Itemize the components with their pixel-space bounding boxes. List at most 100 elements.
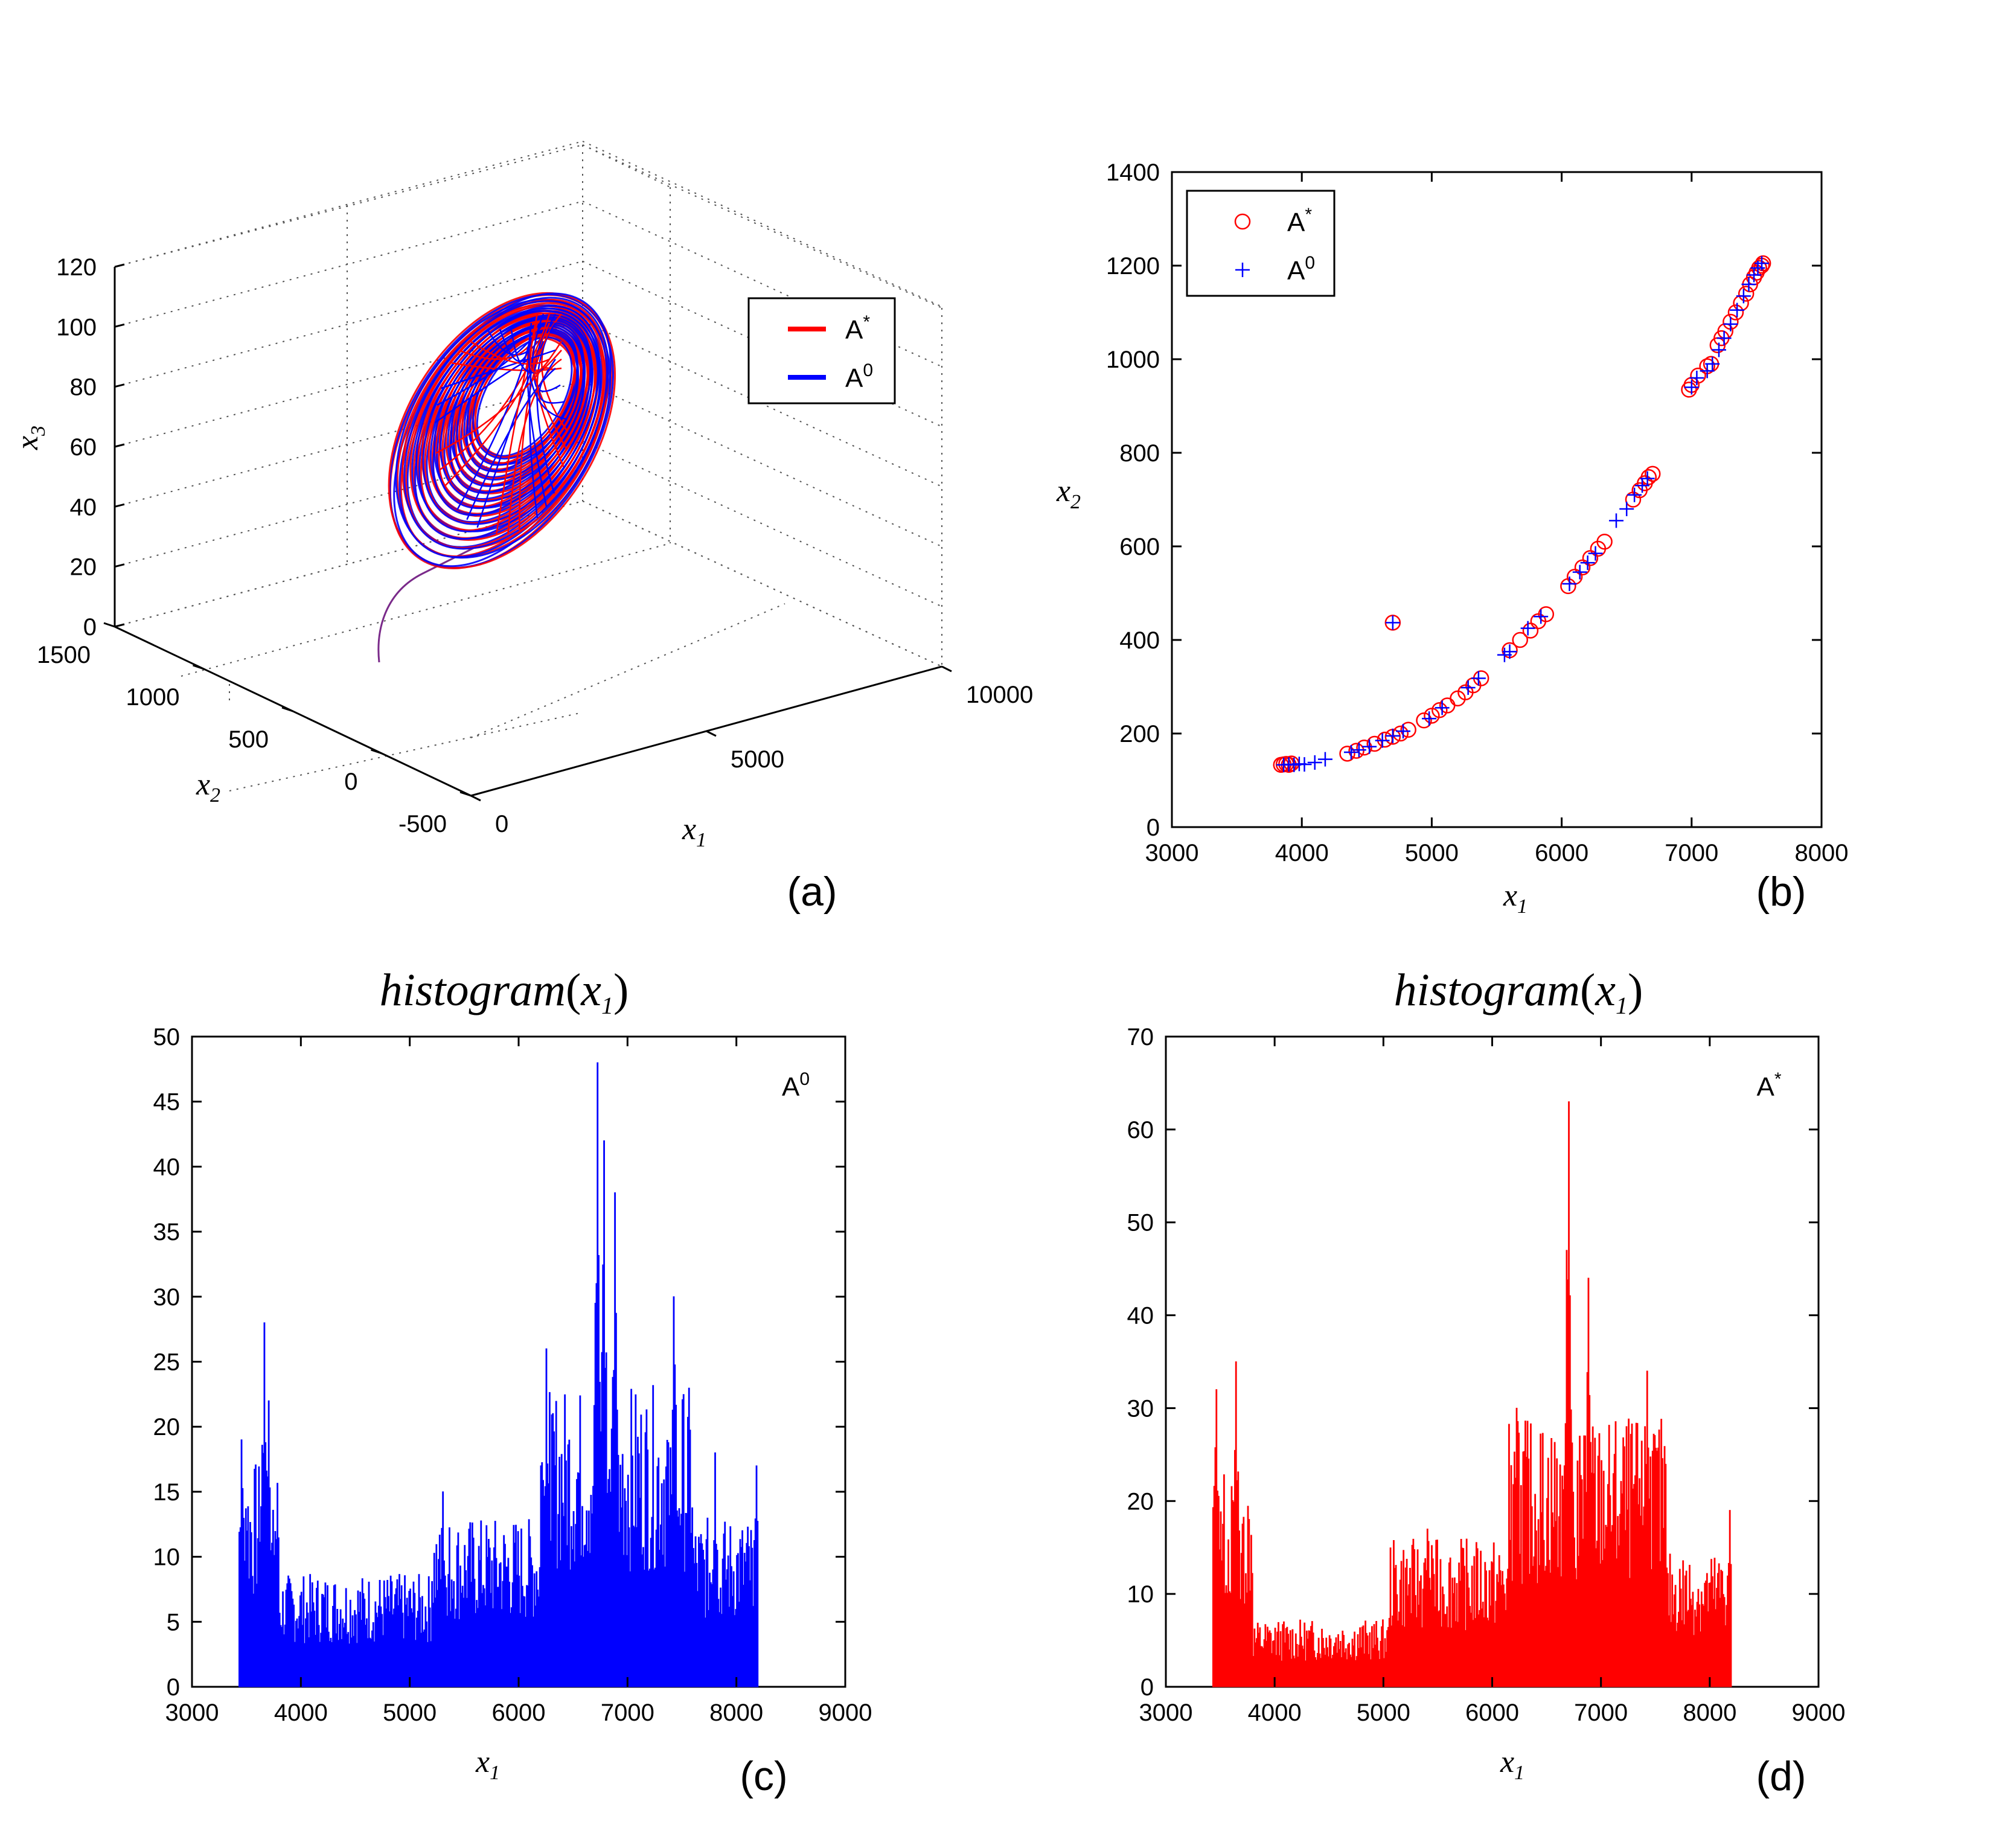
grid-line (114, 200, 583, 328)
scatter-point-circle (1348, 743, 1364, 759)
legend-label: A0 (1287, 253, 1315, 286)
scatter-point-plus (1307, 755, 1322, 770)
scatter-point-circle (1356, 740, 1372, 756)
trajectory-segment (452, 362, 562, 371)
trajectory-segment (528, 322, 568, 420)
scatter-point-plus (1534, 609, 1549, 624)
tick-label: 30 (153, 1284, 181, 1311)
tick-label: 100 (56, 314, 97, 341)
scatter-point-circle (1690, 367, 1706, 384)
scatter-point-plus (1385, 728, 1400, 743)
scatter-point-circle (1738, 286, 1755, 302)
scatter-point-plus (1705, 356, 1720, 371)
trajectory-segment (439, 313, 551, 471)
panel-c-bars (238, 1062, 759, 1687)
tick-label: 1000 (126, 684, 180, 711)
tick-label: 7000 (601, 1699, 654, 1726)
tick-label: 10000 (966, 682, 1033, 708)
panel-d-tag: (d) (1756, 1753, 1806, 1799)
tick-label: 20 (1127, 1488, 1154, 1515)
tick-label: 50 (1127, 1210, 1154, 1236)
tick-label: 40 (70, 494, 97, 520)
tick-label: 50 (153, 1024, 181, 1050)
scatter-point-plus (1608, 513, 1624, 528)
panel-a-z-label: x3 (10, 426, 50, 450)
panel-b-x-label: x1 (1503, 878, 1528, 918)
tick-label: 120 (56, 254, 97, 281)
tick-label: 45 (153, 1089, 181, 1116)
panel-b-tag: (b) (1756, 869, 1806, 915)
grid-line (114, 321, 583, 447)
tick-label: 3000 (1139, 1699, 1193, 1726)
scatter-point-plus (1375, 733, 1390, 748)
panel-d-ticks: 3000 4000 5000 6000 7000 8000 9000 0 10 20 30 40 50 6… (1127, 1024, 1846, 1726)
tick-mark (114, 503, 125, 508)
grid-line (114, 141, 583, 267)
grid-line (582, 260, 942, 427)
scatter-point-plus (1343, 745, 1358, 759)
trajectory-segment (519, 331, 551, 531)
tick-label: 400 (1119, 627, 1160, 654)
scatter-point-plus (1502, 644, 1517, 659)
tick-label: 40 (1127, 1303, 1154, 1329)
tick-label: 800 (1119, 440, 1160, 467)
tick-label: 20 (70, 554, 97, 581)
panel-b-legend: A* A0 (1186, 190, 1336, 297)
tick-label: 1200 (1106, 253, 1160, 280)
panel-d-annotation: A* (1756, 1069, 1781, 1102)
scatter-point-plus (1755, 256, 1770, 271)
legend-box (1186, 190, 1336, 297)
grid-line (582, 500, 942, 667)
tick-label: 60 (70, 434, 97, 461)
scatter-point-plus (1520, 621, 1535, 636)
tick-label: 20 (153, 1414, 181, 1440)
scatter-point-plus (1711, 342, 1726, 357)
tick-label: 10 (1127, 1581, 1154, 1608)
tick-label: 500 (228, 726, 269, 753)
scatter-point-circle (1640, 469, 1657, 485)
scatter-point-plus (1736, 289, 1751, 304)
trajectory-segment (529, 313, 550, 373)
tick-label: 15 (153, 1479, 181, 1506)
tick-label: 80 (70, 374, 97, 401)
transient-path (377, 545, 478, 663)
scatter-point-plus (1297, 757, 1312, 772)
tick-label: 1000 (1106, 347, 1160, 373)
scatter-point-plus (1562, 577, 1577, 591)
panel-a-tag: (a) (787, 869, 837, 915)
tick-mark (114, 383, 125, 388)
panel-d-histogram: histogram(x1) 3000 4000 5000 6000 7000 8000 90… (1127, 965, 1846, 1799)
tick-label: 40 (153, 1154, 181, 1180)
tick-mark (103, 622, 115, 628)
tick-label: 70 (1127, 1024, 1154, 1050)
scatter-point-plus (1716, 331, 1732, 346)
trajectory-segment (456, 331, 533, 510)
grid-line (114, 380, 583, 508)
scatter-point-plus (1351, 743, 1366, 758)
panel-c-title: histogram(x1) (380, 965, 629, 1019)
scatter-point-plus (1396, 724, 1411, 739)
grid-line (582, 144, 942, 309)
scatter-point-plus (1580, 555, 1595, 571)
tick-mark (114, 263, 125, 268)
panel-b-ticks: 3000 4000 5000 6000 7000 8000 0 200 400 600 800 100… (1106, 159, 1848, 866)
grid-line (582, 144, 671, 188)
tick-mark (114, 323, 125, 328)
tick-label: 1500 (37, 642, 91, 668)
tick-label: 6000 (1535, 840, 1588, 866)
panel-a-legend: A* A0 (747, 297, 896, 404)
grid-line (582, 141, 942, 307)
trajectory-segment (532, 348, 562, 375)
histogram-bars (1212, 1101, 1732, 1687)
legend-marker (1234, 213, 1251, 230)
grid-line (582, 321, 942, 487)
tick-label: 7000 (1665, 840, 1718, 866)
panel-a-x-ticks: 0 5000 10000 (470, 665, 1033, 837)
histogram-bars (238, 1062, 759, 1687)
tick-mark (706, 730, 717, 737)
scatter-point-circle (1538, 606, 1555, 622)
tick-label: 9000 (1792, 1699, 1846, 1726)
tick-label: 4000 (1275, 840, 1329, 866)
scatter-point-plus (1460, 680, 1476, 695)
scatter-point-plus (1741, 277, 1756, 292)
